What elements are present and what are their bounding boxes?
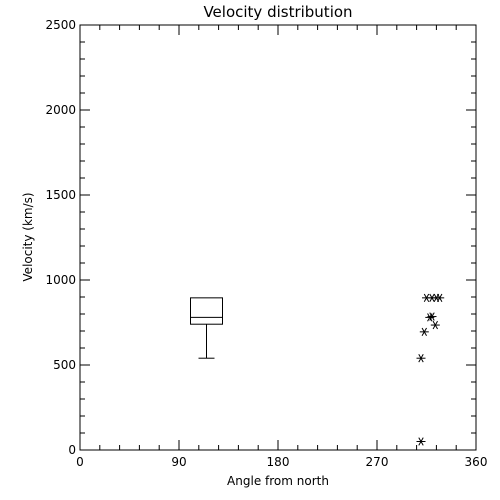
asterisk-stroke [432, 320, 438, 330]
data-point [427, 312, 437, 321]
plot-area: 0 90 180 270 360 0 500 1000 1500 2000 2500 [45, 18, 487, 469]
data-point [419, 327, 429, 336]
x-tick-label: 270 [366, 455, 389, 469]
asterisk-stroke [418, 437, 424, 446]
x-tick-label: 180 [267, 455, 290, 469]
box-body [190, 297, 223, 325]
box-plot [190, 297, 223, 359]
plot-frame [79, 24, 477, 451]
data-point [416, 437, 426, 446]
y-axis-label: Velocity (km/s) [21, 192, 35, 281]
data-point [430, 320, 440, 330]
asterisk-stroke [429, 312, 435, 321]
y-tick-label: 1500 [45, 188, 76, 202]
asterisk-stroke [423, 293, 430, 302]
y-tick-label: 2000 [45, 103, 76, 117]
asterisk-stroke [418, 354, 424, 363]
x-axis-label: Angle from north [227, 474, 329, 488]
asterisk-stroke [437, 293, 443, 302]
y-tick-label: 500 [53, 358, 76, 372]
data-point [416, 354, 426, 363]
y-tick-label: 0 [68, 443, 76, 457]
y-tick-label: 2500 [45, 18, 76, 32]
x-tick-label: 90 [171, 455, 186, 469]
data-point [435, 293, 445, 302]
x-axis: 0 90 180 270 360 [76, 25, 487, 469]
y-tick-label: 1000 [45, 273, 76, 287]
x-tick-label: 360 [465, 455, 488, 469]
y-axis: 0 500 1000 1500 2000 2500 [45, 18, 476, 457]
x-tick-label: 0 [76, 455, 84, 469]
asterisk-stroke [421, 327, 427, 336]
scatter-points [416, 293, 445, 446]
chart-title: Velocity distribution [203, 3, 352, 21]
